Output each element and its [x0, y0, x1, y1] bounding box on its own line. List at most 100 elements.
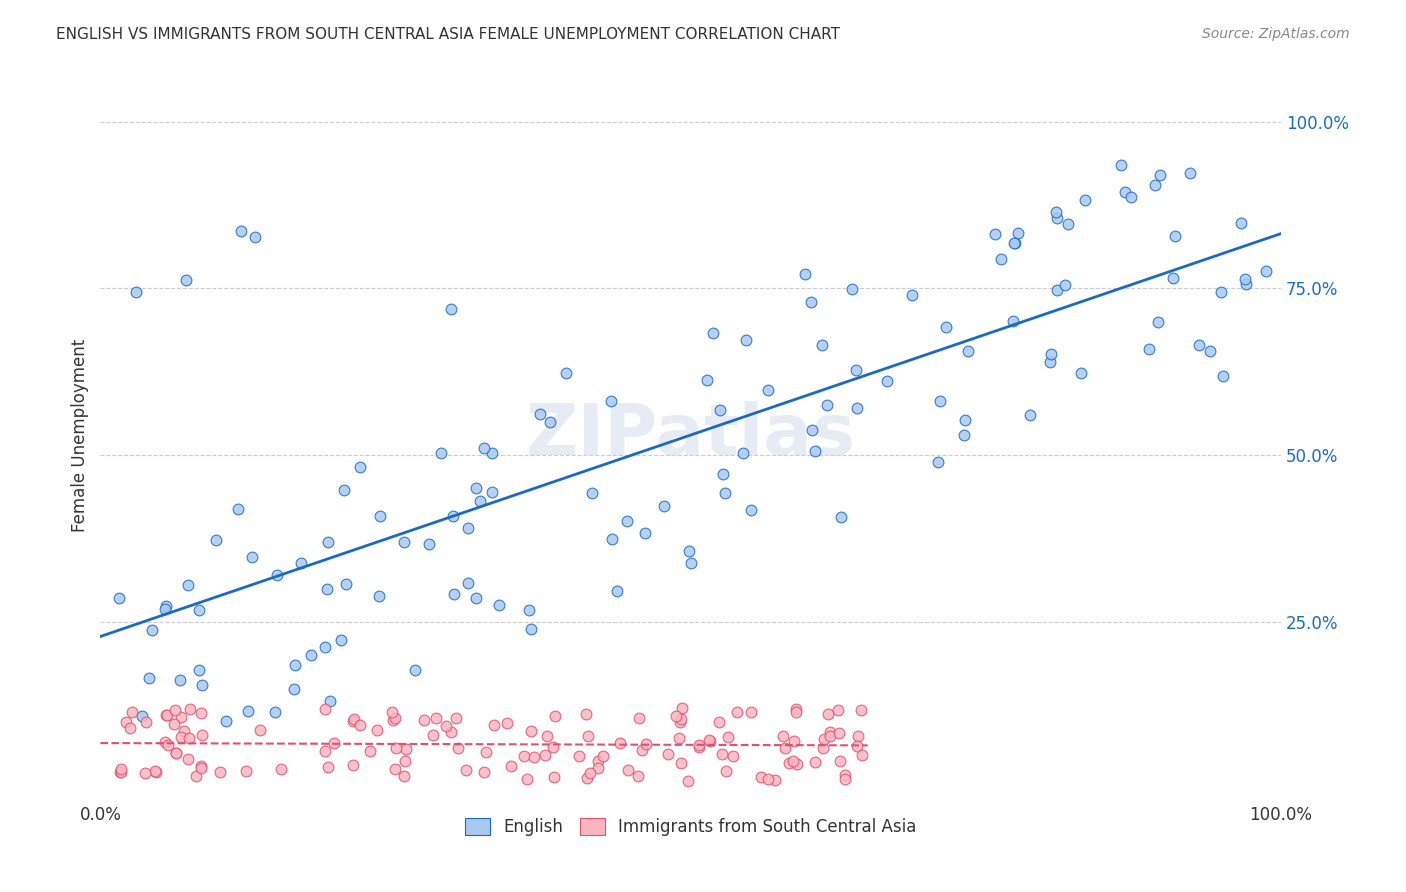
- Point: [392, 534, 415, 549]
- Point: [342, 714, 364, 729]
- Point: [783, 734, 806, 748]
- Point: [697, 733, 720, 747]
- Point: [165, 746, 187, 760]
- Point: [1144, 178, 1167, 192]
- Point: [830, 509, 852, 524]
- Point: [404, 663, 426, 677]
- Point: [600, 532, 623, 546]
- Point: [349, 718, 371, 732]
- Text: ENGLISH VS IMMIGRANTS FROM SOUTH CENTRAL ASIA FEMALE UNEMPLOYMENT CORRELATION CH: ENGLISH VS IMMIGRANTS FROM SOUTH CENTRAL…: [56, 27, 841, 42]
- Point: [236, 704, 259, 718]
- Point: [190, 706, 212, 721]
- Point: [381, 705, 404, 719]
- Point: [1234, 272, 1257, 286]
- Point: [165, 703, 187, 717]
- Point: [834, 772, 856, 786]
- Point: [162, 717, 184, 731]
- Point: [716, 730, 738, 744]
- Point: [301, 648, 323, 663]
- Point: [606, 583, 628, 598]
- Point: [1149, 168, 1171, 182]
- Point: [283, 682, 305, 697]
- Point: [266, 567, 288, 582]
- Point: [676, 773, 699, 788]
- Point: [240, 550, 263, 565]
- Point: [1057, 217, 1080, 231]
- Point: [169, 673, 191, 687]
- Point: [1229, 216, 1251, 230]
- Point: [209, 764, 232, 779]
- Point: [1002, 236, 1025, 251]
- Point: [782, 754, 804, 768]
- Point: [443, 587, 465, 601]
- Point: [235, 764, 257, 778]
- Point: [1234, 277, 1257, 292]
- Point: [841, 282, 863, 296]
- Point: [756, 383, 779, 397]
- Point: [523, 750, 546, 764]
- Point: [468, 494, 491, 508]
- Point: [1254, 264, 1277, 278]
- Point: [315, 582, 337, 596]
- Point: [176, 273, 198, 287]
- Point: [716, 764, 738, 778]
- Point: [249, 723, 271, 738]
- Point: [392, 769, 415, 783]
- Point: [671, 701, 693, 715]
- Point: [226, 502, 249, 516]
- Point: [153, 602, 176, 616]
- Point: [1114, 186, 1136, 200]
- Point: [529, 407, 551, 421]
- Point: [110, 765, 132, 780]
- Point: [627, 711, 650, 725]
- Point: [472, 441, 495, 455]
- Point: [1074, 193, 1097, 207]
- Point: [1018, 408, 1040, 422]
- Point: [617, 763, 640, 777]
- Point: [1109, 158, 1132, 172]
- Point: [678, 544, 700, 558]
- Point: [849, 704, 872, 718]
- Point: [173, 724, 195, 739]
- Point: [953, 413, 976, 427]
- Point: [177, 578, 200, 592]
- Point: [711, 467, 734, 482]
- Point: [229, 224, 252, 238]
- Point: [586, 761, 609, 775]
- Point: [499, 759, 522, 773]
- Point: [333, 483, 356, 498]
- Point: [107, 591, 129, 606]
- Point: [740, 502, 762, 516]
- Point: [155, 707, 177, 722]
- Point: [481, 484, 503, 499]
- Point: [927, 455, 949, 469]
- Point: [953, 427, 976, 442]
- Point: [679, 556, 702, 570]
- Point: [1178, 166, 1201, 180]
- Point: [153, 735, 176, 749]
- Point: [190, 761, 212, 775]
- Point: [1046, 211, 1069, 225]
- Point: [817, 706, 839, 721]
- Point: [665, 709, 688, 723]
- Point: [367, 589, 389, 603]
- Point: [482, 718, 505, 732]
- Point: [394, 754, 416, 768]
- Legend: English, Immigrants from South Central Asia: English, Immigrants from South Central A…: [457, 810, 925, 845]
- Point: [190, 759, 212, 773]
- Point: [1070, 366, 1092, 380]
- Point: [846, 401, 869, 416]
- Point: [575, 707, 598, 722]
- Point: [534, 748, 557, 763]
- Point: [418, 536, 440, 550]
- Point: [384, 762, 406, 776]
- Point: [758, 772, 780, 786]
- Point: [134, 765, 156, 780]
- Point: [657, 747, 679, 761]
- Point: [709, 403, 731, 417]
- Point: [283, 658, 305, 673]
- Point: [1212, 369, 1234, 384]
- Point: [543, 770, 565, 784]
- Point: [699, 734, 721, 748]
- Point: [578, 766, 600, 780]
